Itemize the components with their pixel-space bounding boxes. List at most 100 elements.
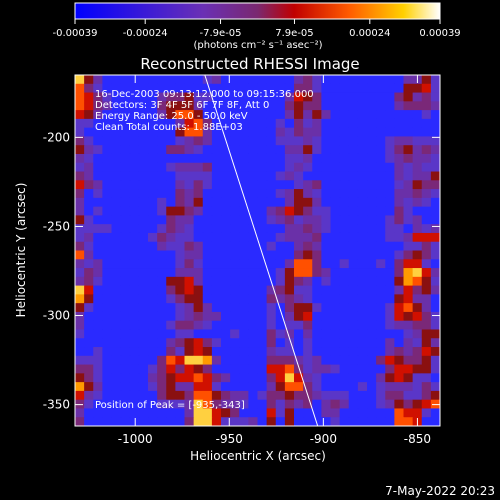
heatmap-cell (230, 232, 240, 243)
heatmap-cell (275, 417, 286, 426)
heatmap-cell (385, 197, 395, 208)
heatmap-cell (284, 347, 295, 357)
heatmap-cell (202, 118, 213, 129)
heatmap-cell (275, 92, 286, 102)
heatmap-cell (129, 320, 140, 330)
heatmap-cell (221, 259, 231, 269)
heatmap-cell (166, 338, 176, 348)
heatmap-cell (248, 75, 258, 85)
heatmap-cell (166, 241, 176, 251)
heatmap-cell (284, 303, 295, 313)
heatmap-cell (157, 83, 167, 93)
heatmap-cell (193, 285, 204, 295)
heatmap-cell (166, 153, 176, 164)
heatmap-cell (129, 373, 140, 383)
heatmap-cell (184, 259, 195, 269)
heatmap-cell (157, 241, 167, 251)
heatmap-cell (211, 197, 222, 208)
heatmap-cell (184, 118, 195, 129)
heatmap-cell (157, 180, 167, 190)
heatmap-cell (175, 250, 185, 260)
heatmap-cell (239, 189, 249, 199)
heatmap-cell (385, 417, 395, 426)
heatmap-cell (166, 259, 176, 269)
heatmap-cell (202, 382, 213, 392)
heatmap-cell (175, 162, 185, 172)
heatmap-cell (266, 145, 277, 155)
heatmap-cell (93, 338, 103, 348)
heatmap-cell (202, 206, 213, 216)
heatmap-cell (266, 364, 277, 374)
heatmap-cell (120, 110, 131, 120)
heatmap-cell (102, 75, 112, 85)
heatmap-cell (367, 83, 377, 93)
heatmap-cell (294, 364, 304, 374)
heatmap-cell (148, 285, 158, 295)
heatmap-cell (148, 232, 158, 243)
heatmap-cell (120, 338, 131, 348)
heatmap-cell (166, 206, 176, 216)
heatmap-cell (75, 338, 85, 348)
heatmap-cell (303, 276, 313, 287)
heatmap-cell (312, 390, 322, 401)
heatmap-cell (284, 285, 295, 295)
heatmap-cell (129, 390, 140, 401)
heatmap-cell (385, 189, 395, 199)
heatmap-cell (284, 127, 295, 137)
heatmap-cell (239, 224, 249, 234)
heatmap-cell (321, 417, 331, 426)
heatmap-cell (175, 241, 185, 251)
heatmap-cell (166, 83, 176, 93)
heatmap-cell (330, 224, 341, 234)
heatmap-cell (357, 136, 368, 146)
heatmap-cell (211, 250, 222, 260)
heatmap-cell (248, 294, 258, 304)
heatmap-cell (284, 311, 295, 322)
heatmap-cell (339, 347, 350, 357)
heatmap-cell (93, 417, 103, 426)
heatmap-cell (193, 197, 204, 208)
heatmap-cell (120, 355, 131, 365)
heatmap-cell (248, 364, 258, 374)
heatmap-cell (275, 110, 286, 120)
heatmap-cell (284, 75, 295, 85)
heatmap-cell (184, 364, 195, 374)
heatmap-cell (184, 232, 195, 243)
heatmap-cell (248, 408, 258, 418)
heatmap-cell (303, 118, 313, 129)
heatmap-cell (84, 408, 94, 418)
annotation-detectors: Detectors: 3F 4F 5F 6F 7F 8F, Att 0 (95, 100, 269, 111)
heatmap-cell (148, 364, 158, 374)
heatmap-cell (348, 373, 359, 383)
heatmap-cell (193, 311, 204, 322)
heatmap-cell (394, 276, 404, 287)
heatmap-cell (202, 329, 213, 339)
heatmap-cell (248, 110, 258, 120)
heatmap-cell (148, 118, 158, 129)
heatmap-cell (184, 408, 195, 418)
heatmap-cell (111, 197, 122, 208)
heatmap-cell (430, 408, 440, 418)
heatmap-cell (75, 241, 85, 251)
heatmap-cell (93, 92, 103, 102)
heatmap-cell (367, 259, 377, 269)
heatmap-cell (403, 118, 414, 129)
heatmap-cell (303, 329, 313, 339)
heatmap-cell (257, 417, 268, 426)
heatmap-cell (376, 417, 386, 426)
heatmap-cell (157, 364, 167, 374)
heatmap-cell (138, 136, 149, 146)
heatmap-cell (339, 276, 350, 287)
heatmap-cell (403, 145, 414, 155)
heatmap-cell (75, 101, 85, 111)
heatmap-cell (357, 303, 368, 313)
heatmap-cell (312, 329, 322, 339)
heatmap-cell (248, 197, 258, 208)
heatmap-cell (376, 276, 386, 287)
heatmap-cell (211, 83, 222, 93)
heatmap-cell (184, 390, 195, 401)
heatmap-cell (312, 180, 322, 190)
heatmap-cell (175, 232, 185, 243)
heatmap-cell (102, 92, 112, 102)
heatmap-cell (284, 399, 295, 409)
